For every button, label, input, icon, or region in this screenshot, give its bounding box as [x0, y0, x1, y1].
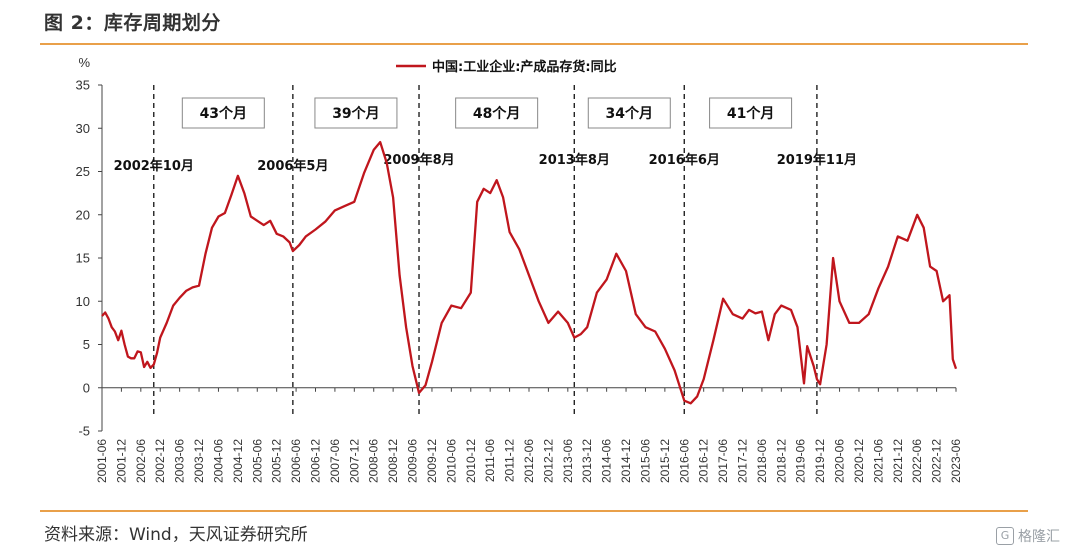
y-tick-label: 20 — [76, 207, 90, 222]
y-tick-label: 5 — [83, 337, 90, 352]
cycle-duration-label: 48个月 — [473, 105, 520, 122]
x-tick-label: 2019-12 — [813, 439, 827, 483]
x-tick-label: 2008-12 — [386, 439, 400, 483]
x-tick-label: 2018-06 — [755, 439, 769, 483]
chart-axes: 35 30 25 20 15 10 5 0 -5% 2001-06 2001-12 2002-06 20… — [76, 55, 963, 483]
x-tick-label: 2010-06 — [444, 439, 458, 483]
y-tick-label: 10 — [76, 294, 90, 309]
x-tick-label: 2006-12 — [309, 439, 323, 483]
cycle-duration-box — [455, 97, 539, 129]
x-tick-label: 2007-06 — [328, 439, 342, 483]
x-tick-label: 2021-12 — [891, 439, 905, 483]
cycle-markers: 2002年10月 2006年5月 2009年8月 2013年8月 2016年6月 2019… — [114, 85, 857, 417]
watermark-text: 格隆汇 — [1018, 529, 1060, 545]
cycle-duration-box — [709, 97, 793, 129]
x-tick-label: 2009-12 — [425, 439, 439, 483]
legend-label: 中国:工业企业:产成品存货:同比 — [432, 59, 617, 75]
cycle-duration-box — [181, 97, 265, 129]
cycle-marker-label: 2013年8月 — [539, 152, 610, 168]
y-tick-label: -5 — [78, 424, 90, 439]
x-tick-label: 2006-06 — [289, 439, 303, 483]
watermark-logo-icon: G — [996, 527, 1014, 545]
x-tick-label: 2022-06 — [910, 439, 924, 483]
x-tick-label: 2021-06 — [871, 439, 885, 483]
cycle-marker-label: 2009年8月 — [383, 152, 454, 168]
inventory-cycle-chart: 35 30 25 20 15 10 5 0 -5% 2001-06 2001-12 2002-06 20… — [76, 55, 963, 483]
x-tick-label: 2003-12 — [192, 439, 206, 483]
x-tick-label: 2010-12 — [464, 439, 478, 483]
series-layer — [101, 140, 958, 405]
x-tick-label: 2001-12 — [114, 439, 128, 483]
x-tick-label: 2002-06 — [134, 439, 148, 483]
x-tick-label: 2008-06 — [367, 439, 381, 483]
cycle-marker-label: 2002年10月 — [114, 158, 194, 174]
cycle-duration-boxes: 43个月 39个月 48个月 34个月 41个月 — [181, 97, 793, 129]
x-tick-label: 2004-06 — [211, 439, 225, 483]
x-tick-label: 2002-12 — [153, 439, 167, 483]
x-tick-label: 2015-12 — [658, 439, 672, 483]
x-tick-label: 2020-12 — [852, 439, 866, 483]
x-tick-label: 2009-06 — [406, 439, 420, 483]
x-tick-label: 2003-06 — [173, 439, 187, 483]
cycle-duration-label: 39个月 — [332, 105, 379, 122]
y-tick-label: 15 — [76, 251, 90, 266]
x-tick-label: 2011-06 — [483, 439, 497, 482]
cycle-marker-label: 2019年11月 — [777, 152, 857, 168]
x-tick-label: 2005-06 — [250, 439, 264, 483]
x-tick-label: 2007-12 — [347, 439, 361, 483]
x-tick-label: 2011-12 — [503, 439, 517, 482]
cycle-marker-label: 2006年5月 — [257, 158, 328, 174]
x-tick-label: 2022-12 — [930, 439, 944, 483]
top-divider — [40, 43, 1028, 45]
x-tick-label: 2004-12 — [231, 439, 245, 483]
x-tick-label: 2020-06 — [833, 439, 847, 483]
y-tick-label: 0 — [83, 380, 90, 395]
y-tick-label: 30 — [76, 121, 90, 136]
cycle-duration-box — [587, 97, 671, 129]
cycle-marker-label: 2016年6月 — [649, 152, 720, 168]
cycle-duration-label: 43个月 — [200, 105, 247, 122]
series-line — [101, 140, 958, 405]
x-tick-label: 2023-06 — [949, 439, 963, 483]
x-tick-label: 2016-06 — [677, 439, 691, 483]
x-tick-label: 2013-06 — [561, 439, 575, 483]
cycle-duration-box — [314, 97, 398, 129]
x-tick-label: 2019-06 — [794, 439, 808, 483]
x-tick-label: 2017-06 — [716, 439, 730, 483]
x-tick-label: 2018-12 — [774, 439, 788, 483]
x-tick-label: 2014-12 — [619, 439, 633, 483]
x-tick-label: 2001-06 — [95, 439, 109, 483]
x-tick-label: 2012-06 — [522, 439, 536, 483]
watermark: G 格隆汇 — [996, 526, 1060, 546]
y-tick-label: 25 — [76, 164, 90, 179]
x-tick-label: 2012-12 — [541, 439, 555, 483]
page-title: 图 2：库存周期划分 — [44, 12, 221, 34]
cycle-duration-label: 41个月 — [727, 105, 774, 122]
x-tick-label: 2013-12 — [580, 439, 594, 483]
y-axis-label: % — [78, 55, 90, 70]
x-tick-label: 2015-06 — [638, 439, 652, 483]
source-note: 资料来源：Wind，天风证券研究所 — [44, 525, 308, 545]
legend: 中国:工业企业:产成品存货:同比 — [396, 59, 617, 75]
x-tick-label: 2017-12 — [736, 439, 750, 483]
x-tick-label: 2016-12 — [697, 439, 711, 483]
bottom-divider — [40, 510, 1028, 512]
cycle-duration-label: 34个月 — [606, 105, 653, 122]
x-tick-label: 2014-06 — [600, 439, 614, 483]
y-tick-label: 35 — [76, 78, 90, 93]
x-tick-label: 2005-12 — [270, 439, 284, 483]
